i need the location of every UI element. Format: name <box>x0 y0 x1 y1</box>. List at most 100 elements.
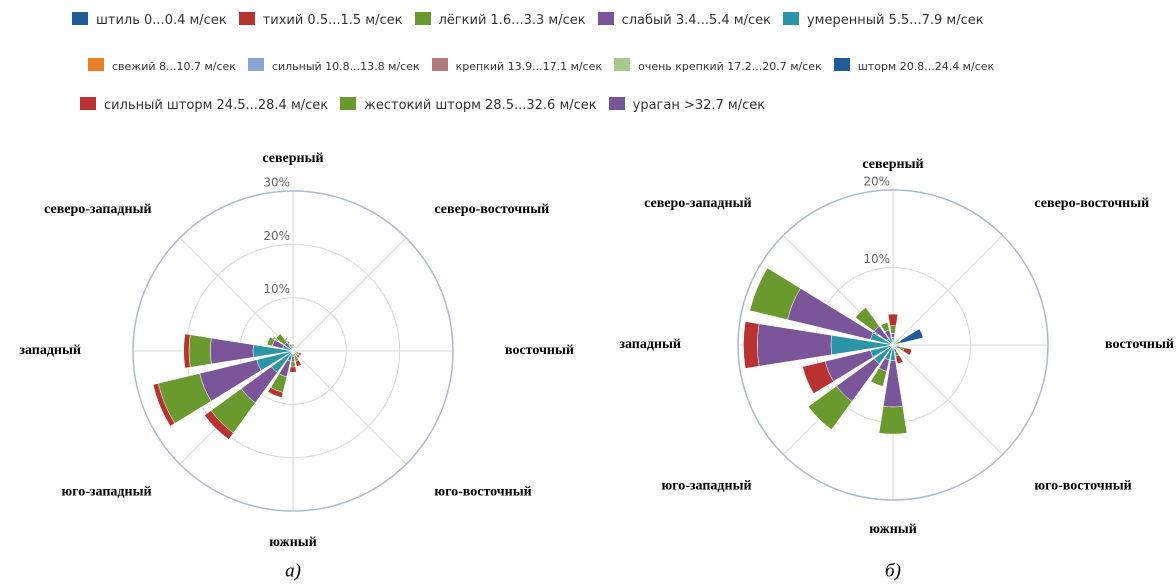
legend-row: свежий 8...10.7 м/сек сильный 10.8...13.8… <box>0 58 1176 73</box>
legend-item: сильный 10.8...13.8 м/сек <box>247 58 420 73</box>
direction-label: северный <box>262 151 323 166</box>
direction-label: северо-восточный <box>434 202 549 217</box>
bar-segment <box>291 355 295 362</box>
bar-segment <box>204 410 234 440</box>
direction-label: западный <box>619 337 681 352</box>
bar-segment <box>902 347 913 356</box>
bar-segment <box>289 366 297 373</box>
legend-label: сильный 10.8...13.8 м/сек <box>271 60 420 73</box>
bar-segment <box>275 333 288 346</box>
legend-swatch <box>80 97 96 110</box>
bar-segment <box>295 359 302 367</box>
bar-segment <box>152 383 176 427</box>
bar-segment <box>266 336 276 347</box>
legend-item: штиль 0...0.4 м/сек <box>72 12 227 28</box>
bar-segment <box>267 387 284 398</box>
y-tick-label: 30% <box>263 176 290 190</box>
legend-label: крепкий 13.9...17.1 м/сек <box>455 60 603 73</box>
legend-item: жестокий шторм 28.5...32.6 м/сек <box>340 97 597 113</box>
bar-segment <box>297 352 302 356</box>
caption: б) <box>885 560 901 581</box>
bar-segment <box>892 341 897 346</box>
bar-segment <box>889 325 897 334</box>
bar-segment <box>802 360 834 394</box>
legend-swatch <box>608 97 625 110</box>
bar-segment <box>183 333 191 369</box>
legend-label: лёгкий 1.6...3.3 м/сек <box>438 13 586 28</box>
legend-label: умеренный 5.5...7.9 м/сек <box>806 13 984 28</box>
direction-label: восточный <box>505 343 574 358</box>
legend-row: сильный шторм 24.5...28.4 м/сек жестокий … <box>0 97 1176 113</box>
bar-segment <box>290 361 296 368</box>
spoke <box>292 350 407 465</box>
legend-item: шторм 20.8...24.4 м/сек <box>833 58 995 73</box>
direction-label: юго-восточный <box>434 485 531 500</box>
direction-label: южный <box>869 522 917 537</box>
bar-segment <box>743 321 760 369</box>
bar-segment <box>878 405 908 435</box>
legend-swatch <box>88 58 104 71</box>
legend-swatch <box>340 97 357 110</box>
bar-segment <box>890 333 896 338</box>
bar-segment <box>899 328 924 344</box>
legend-item: сильный шторм 24.5...28.4 м/сек <box>80 97 328 113</box>
legend-item: умеренный 5.5...7.9 м/сек <box>782 12 984 28</box>
bar-segment <box>749 267 801 320</box>
bar-segment <box>895 354 904 365</box>
direction-label: северо-западный <box>644 196 751 211</box>
legend-label: тихий 0.5...1.5 м/сек <box>262 13 403 28</box>
legend-swatch <box>72 12 88 25</box>
grid-circle <box>132 190 454 512</box>
bar-segment <box>870 367 887 387</box>
bar-segment <box>296 354 301 359</box>
direction-label: восточный <box>1105 337 1174 352</box>
legend-swatch <box>597 12 614 25</box>
legend-swatch <box>431 58 448 71</box>
legend-label: свежий 8...10.7 м/сек <box>112 60 236 73</box>
legend-label: сильный шторм 24.5...28.4 м/сек <box>104 98 329 113</box>
direction-label: западный <box>19 343 81 358</box>
legend-label: шторм 20.8...24.4 м/сек <box>857 60 995 73</box>
legend-swatch <box>833 58 850 71</box>
legend-item: тихий 0.5...1.5 м/сек <box>238 12 403 28</box>
direction-label: южный <box>269 535 317 550</box>
bar-segment <box>188 334 212 368</box>
bar-segment <box>855 307 880 332</box>
legend-swatch <box>238 12 255 25</box>
grid-circle <box>737 189 1049 501</box>
legend-label: штиль 0...0.4 м/сек <box>96 13 227 28</box>
legend-item: свежий 8...10.7 м/сек <box>88 58 236 73</box>
y-tick-label: 20% <box>263 229 290 243</box>
bar-segment <box>210 337 254 365</box>
bar-segment <box>808 385 853 430</box>
bar-segment <box>757 323 833 367</box>
y-tick-label: 10% <box>263 282 290 296</box>
direction-label: юго-западный <box>662 479 752 494</box>
bar-segment <box>880 322 890 333</box>
legend-item: очень крепкий 17.2...20.7 м/сек <box>614 58 822 73</box>
bar-segment <box>887 313 899 327</box>
legend-swatch <box>782 12 799 25</box>
y-tick-label: 10% <box>863 252 890 266</box>
legend-swatch <box>414 12 431 25</box>
legend-item: слабый 3.4...5.4 м/сек <box>597 12 771 28</box>
direction-label: северо-западный <box>44 202 151 217</box>
legend-label: жестокий шторм 28.5...32.6 м/сек <box>364 98 597 113</box>
legend-row: штиль 0...0.4 м/сек тихий 0.5...1.5 м/сек… <box>0 12 1176 28</box>
bar-segment <box>291 343 295 348</box>
direction-label: северный <box>862 157 923 172</box>
legend-swatch <box>247 58 264 71</box>
caption: а) <box>285 560 301 581</box>
bar-segment <box>289 343 293 348</box>
legend-swatch <box>614 58 631 71</box>
legend-item: крепкий 13.9...17.1 м/сек <box>431 58 603 73</box>
legend-label: ураган >32.7 м/сек <box>632 98 766 113</box>
direction-label: юго-западный <box>62 485 152 500</box>
bar-segment <box>892 344 898 346</box>
legend-item: лёгкий 1.6...3.3 м/сек <box>414 12 586 28</box>
direction-label: северо-восточный <box>1034 196 1149 211</box>
direction-label: юго-восточный <box>1034 479 1131 494</box>
legend-label: очень крепкий 17.2...20.7 м/сек <box>638 60 822 73</box>
